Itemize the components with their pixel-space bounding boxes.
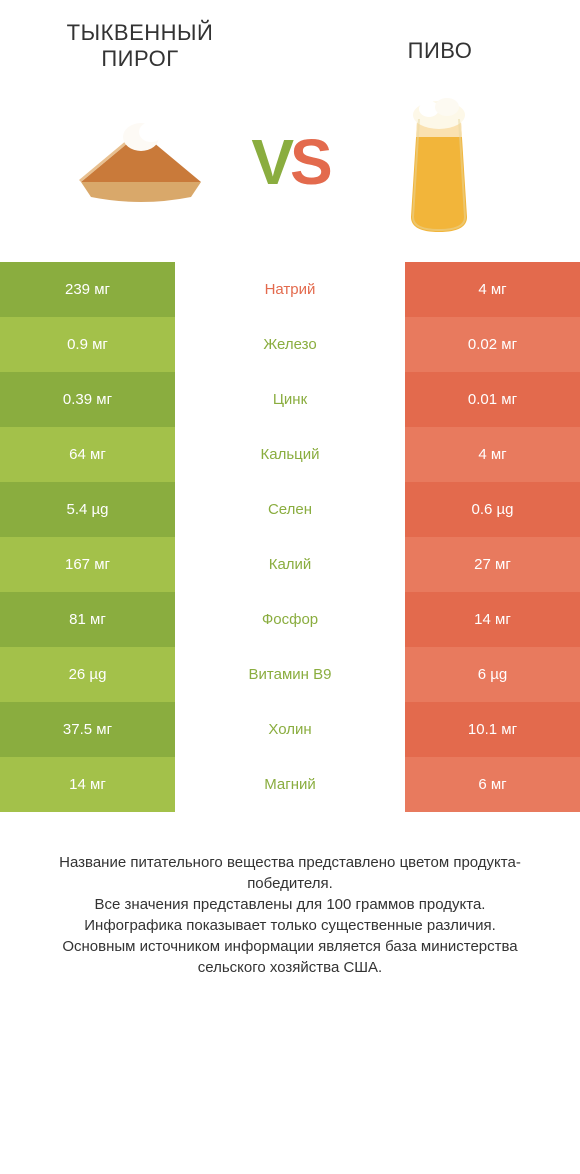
left-value: 26 µg xyxy=(0,647,175,702)
nutrient-label: Фосфор xyxy=(175,592,405,647)
right-value: 0.6 µg xyxy=(405,482,580,537)
left-value: 14 мг xyxy=(0,757,175,812)
right-value: 10.1 мг xyxy=(405,702,580,757)
pumpkin-pie-image xyxy=(61,92,221,232)
vs-v-letter: V xyxy=(251,126,290,198)
right-value: 0.01 мг xyxy=(405,372,580,427)
left-product-title: ТЫКВЕННЫЙ ПИРОГ xyxy=(40,20,240,72)
table-row: 26 µgВитамин B96 µg xyxy=(0,647,580,702)
comparison-table: 239 мгНатрий4 мг0.9 мгЖелезо0.02 мг0.39 … xyxy=(0,262,580,812)
nutrient-label: Магний xyxy=(175,757,405,812)
table-row: 0.39 мгЦинк0.01 мг xyxy=(0,372,580,427)
nutrient-label: Цинк xyxy=(175,372,405,427)
table-row: 14 мгМагний6 мг xyxy=(0,757,580,812)
header: ТЫКВЕННЫЙ ПИРОГ ПИВО xyxy=(0,0,580,82)
left-value: 64 мг xyxy=(0,427,175,482)
right-value: 4 мг xyxy=(405,262,580,317)
right-value: 6 мг xyxy=(405,757,580,812)
footer-line-2: Все значения представлены для 100 граммо… xyxy=(30,894,550,915)
nutrient-label: Железо xyxy=(175,317,405,372)
footer-line-3: Инфографика показывает только существенн… xyxy=(30,915,550,936)
table-row: 167 мгКалий27 мг xyxy=(0,537,580,592)
table-row: 81 мгФосфор14 мг xyxy=(0,592,580,647)
left-value: 167 мг xyxy=(0,537,175,592)
table-row: 239 мгНатрий4 мг xyxy=(0,262,580,317)
nutrient-label: Натрий xyxy=(175,262,405,317)
nutrient-label: Селен xyxy=(175,482,405,537)
beer-image xyxy=(359,92,519,232)
table-row: 37.5 мгХолин10.1 мг xyxy=(0,702,580,757)
table-row: 0.9 мгЖелезо0.02 мг xyxy=(0,317,580,372)
left-value: 0.39 мг xyxy=(0,372,175,427)
left-value: 0.9 мг xyxy=(0,317,175,372)
left-title-text: ТЫКВЕННЫЙ ПИРОГ xyxy=(40,20,240,72)
footer-line-4: Основным источником информации является … xyxy=(30,936,550,978)
right-value: 14 мг xyxy=(405,592,580,647)
right-title-text: ПИВО xyxy=(340,38,540,64)
footer-notes: Название питательного вещества представл… xyxy=(0,812,580,998)
right-value: 6 µg xyxy=(405,647,580,702)
vs-s-letter: S xyxy=(290,126,329,198)
left-value: 37.5 мг xyxy=(0,702,175,757)
right-value: 4 мг xyxy=(405,427,580,482)
footer-line-1: Название питательного вещества представл… xyxy=(30,852,550,894)
nutrient-label: Калий xyxy=(175,537,405,592)
left-value: 81 мг xyxy=(0,592,175,647)
vs-label: VS xyxy=(251,125,328,199)
left-value: 239 мг xyxy=(0,262,175,317)
right-value: 0.02 мг xyxy=(405,317,580,372)
table-row: 64 мгКальций4 мг xyxy=(0,427,580,482)
right-value: 27 мг xyxy=(405,537,580,592)
nutrient-label: Витамин B9 xyxy=(175,647,405,702)
nutrient-label: Кальций xyxy=(175,427,405,482)
left-value: 5.4 µg xyxy=(0,482,175,537)
vs-row: VS xyxy=(0,82,580,262)
nutrient-label: Холин xyxy=(175,702,405,757)
right-product-title: ПИВО xyxy=(340,20,540,64)
table-row: 5.4 µgСелен0.6 µg xyxy=(0,482,580,537)
